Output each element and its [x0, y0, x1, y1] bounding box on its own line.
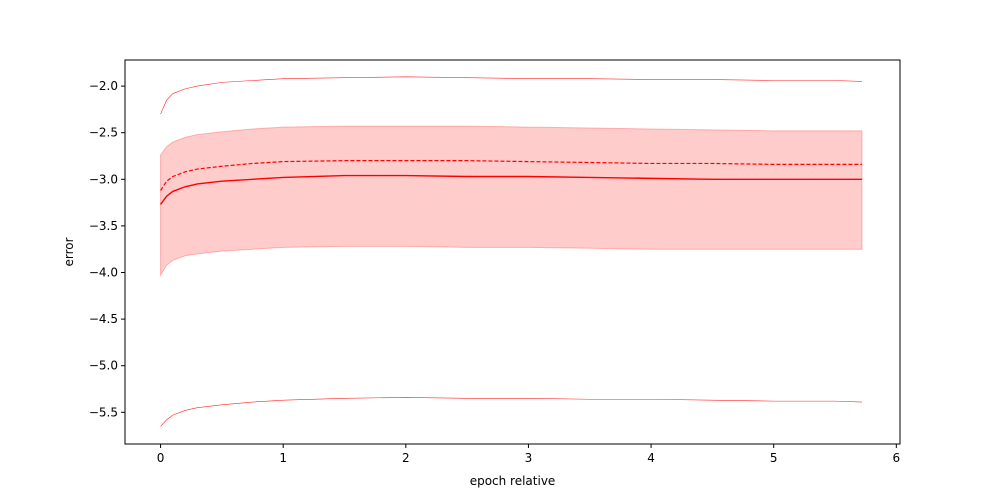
y-tick-label: −3.5	[89, 219, 118, 233]
x-tick-label: 0	[157, 451, 165, 465]
axes-frame	[124, 59, 901, 445]
x-tick-label: 1	[279, 451, 287, 465]
y-tick-label: −2.0	[89, 79, 118, 93]
series-line-dashed-line	[160, 160, 862, 191]
x-tick-label: 4	[647, 451, 655, 465]
y-axis-title: error	[62, 237, 76, 266]
y-tick-label: −3.0	[89, 172, 118, 186]
series-line-upper-thin-line	[160, 76, 863, 115]
x-tick-label: 3	[525, 451, 533, 465]
y-tick-label: −4.5	[89, 312, 118, 326]
y-tick-label: −5.0	[89, 359, 118, 373]
x-tick-label: 5	[770, 451, 778, 465]
x-tick-label: 2	[402, 451, 410, 465]
series-line-lower-thin-line	[160, 397, 863, 427]
plot-area	[159, 76, 863, 427]
x-tick-label: 6	[893, 451, 901, 465]
y-tick-label: −5.5	[89, 405, 118, 419]
x-axis-title: epoch relative	[470, 474, 556, 488]
y-tick-label: −2.5	[89, 126, 118, 140]
axis-ticks: 0 1 2 3 4 5 6 −5.5 −5.0 −4.5 −4.0 −3.5 −3.0 −2.5 −2.0	[89, 79, 900, 465]
series-line-solid-line	[159, 174, 862, 205]
y-tick-label: −4.0	[89, 266, 118, 280]
